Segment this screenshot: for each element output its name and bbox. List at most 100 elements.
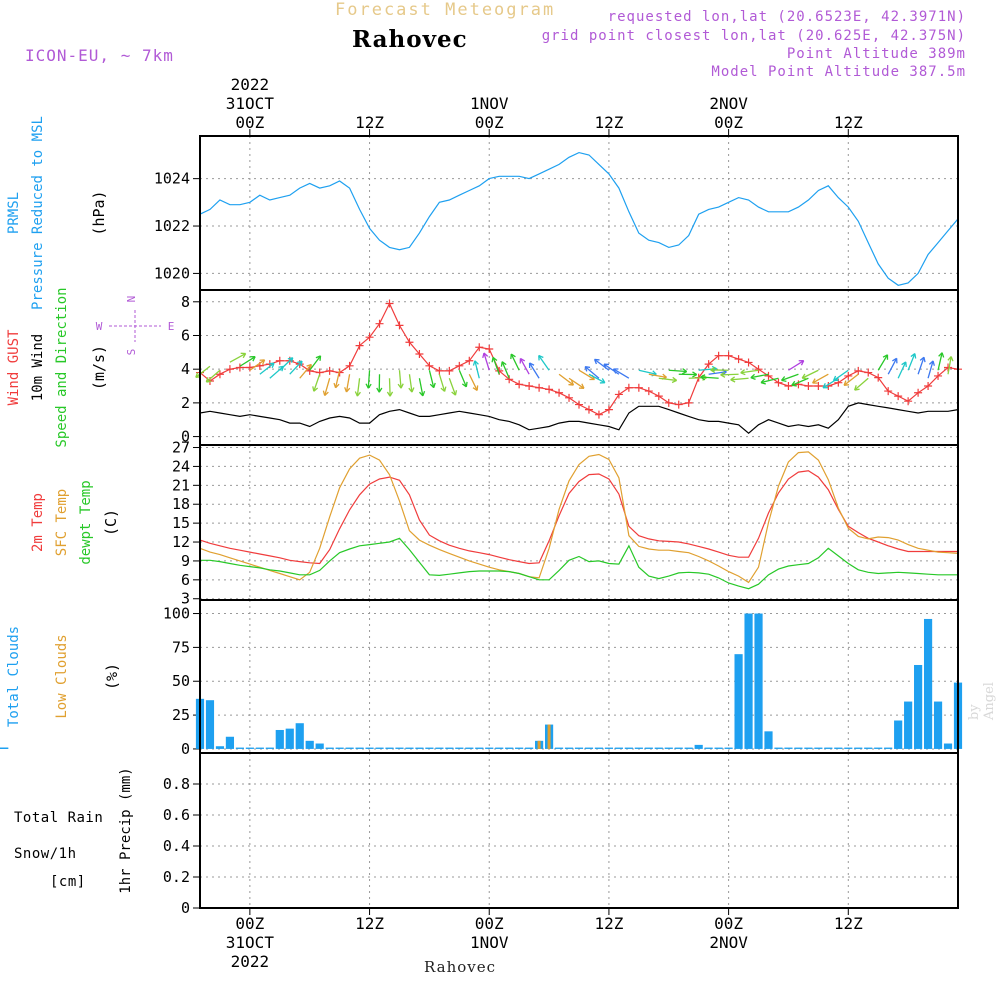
pressure-ytick-label: 1022 xyxy=(154,217,190,235)
gust-marker xyxy=(455,361,464,370)
wind-direction-arrow xyxy=(877,354,889,371)
gust-marker xyxy=(555,388,564,397)
temperature-ytick-label: 9 xyxy=(181,552,190,570)
wind-direction-arrow xyxy=(917,357,925,375)
gust-marker xyxy=(754,365,763,374)
wind-arrow-head xyxy=(892,357,898,364)
station-title: Rahovec xyxy=(352,26,468,53)
temperature-ytick-label: 6 xyxy=(181,571,190,589)
wind-arrow-head xyxy=(901,361,907,367)
wind-arrow-head xyxy=(730,376,736,383)
wind-direction-arrow xyxy=(501,361,510,379)
product-title: Forecast Meteogram xyxy=(335,0,556,20)
total-cloud-bar xyxy=(764,731,773,749)
wind-arrow-head xyxy=(397,383,404,389)
low-cloud-bar xyxy=(537,740,541,749)
wind-arrow-head xyxy=(500,361,507,367)
wind-arrow-head xyxy=(584,366,591,372)
precip-ytick-label: 0.6 xyxy=(163,806,190,824)
gust-marker xyxy=(345,361,354,370)
wind-arrow-head xyxy=(429,382,436,389)
top-time-label: 31OCT xyxy=(226,94,275,113)
wind-arrow-head xyxy=(386,391,394,397)
gust-marker xyxy=(225,365,234,374)
wind-arrow-head xyxy=(740,369,746,376)
temperature-ytick-label: 21 xyxy=(172,476,190,494)
wind-direction-arrow xyxy=(907,353,916,371)
total-cloud-bar xyxy=(844,747,853,749)
wind-arrow-head xyxy=(910,353,917,359)
wind-arrow-head xyxy=(700,374,706,381)
total-cloud-bar xyxy=(684,747,693,749)
top-time-label: 2NOV xyxy=(709,94,748,113)
wind-arrow-head xyxy=(593,358,600,365)
wind-arrow-head xyxy=(322,390,329,397)
total-cloud-bar xyxy=(285,728,294,749)
total-cloud-bar xyxy=(515,747,524,749)
total-cloud-bar xyxy=(235,747,244,749)
gust-marker xyxy=(275,356,284,365)
wind-direction-arrow xyxy=(474,360,480,379)
wind-arrow-head xyxy=(297,360,303,367)
clouds-ylabel: Low Clouds xyxy=(54,634,70,718)
gust-marker xyxy=(914,388,923,397)
wind-ylabel: Speed and Direction xyxy=(54,287,70,447)
precip-ytick-label: 0 xyxy=(181,899,190,917)
wind-direction-arrow xyxy=(418,378,424,397)
total-cloud-bar xyxy=(315,743,324,749)
wind-arrow-head xyxy=(510,353,516,360)
total-cloud-bar xyxy=(874,747,883,749)
total-cloud-bar xyxy=(205,700,215,749)
wind-direction-arrow xyxy=(483,352,490,371)
total-cloud-bar xyxy=(943,743,953,749)
wind-arrow-head xyxy=(538,354,544,361)
total-cloud-bar xyxy=(385,747,394,749)
gust-marker xyxy=(814,382,823,391)
top-time-label: 2022 xyxy=(231,75,270,94)
wind-direction-arrow xyxy=(613,368,630,379)
pressure-ytick-label: 1024 xyxy=(154,170,190,188)
total-cloud-bar xyxy=(425,747,434,749)
wind-ylabel: 10m Wind xyxy=(30,334,46,401)
precip-ytick-label: 0.8 xyxy=(163,775,190,793)
wind-direction-arrow xyxy=(897,361,907,379)
clouds-unit-label: (%) xyxy=(103,663,121,690)
wind-ytick-label: 8 xyxy=(181,293,190,311)
total-cloud-bar xyxy=(465,747,474,749)
top-time-label: 00Z xyxy=(475,113,504,132)
wind-direction-arrow xyxy=(468,373,478,391)
gust-marker xyxy=(235,363,244,372)
clouds-ytick-label: 100 xyxy=(163,605,190,623)
wind-direction-arrow xyxy=(720,373,739,376)
wind-direction-arrow xyxy=(529,362,540,379)
requested-point: requested lon,lat (20.6523E, 42.3971N) xyxy=(607,9,966,25)
compass-west: W xyxy=(96,320,103,333)
wind-arrow-head xyxy=(760,378,766,385)
wind-arrow-head xyxy=(843,380,850,386)
wind-direction-arrow xyxy=(289,360,303,375)
wind-direction-arrow xyxy=(313,374,321,392)
total-cloud-bar xyxy=(634,747,643,749)
wind-direction-arrow xyxy=(428,370,435,388)
total-cloud-bar xyxy=(475,747,484,749)
gust-marker xyxy=(215,370,224,379)
total-cloud-bar xyxy=(714,747,723,749)
wind-direction-arrow xyxy=(700,376,719,379)
bottom-time-label: 12Z xyxy=(355,914,384,933)
wind-arrow-head xyxy=(268,362,275,369)
wind-direction-arrow xyxy=(740,369,759,374)
total-cloud-bar xyxy=(255,747,264,749)
gust-marker xyxy=(375,319,384,328)
wind-arrow-head xyxy=(240,352,247,359)
wind-direction-arrow xyxy=(510,353,520,371)
gust-marker xyxy=(355,341,364,350)
wind-direction-arrow xyxy=(648,373,667,379)
gust-marker xyxy=(664,398,673,407)
temperature-ytick-label: 24 xyxy=(172,457,190,475)
clouds-ytick-label: 50 xyxy=(172,672,190,690)
total-cloud-bar xyxy=(744,613,753,749)
gust-marker xyxy=(894,392,903,401)
gust-marker xyxy=(415,350,424,359)
temperature-ytick-label: 27 xyxy=(172,439,190,457)
precip-ytick-label: 0.2 xyxy=(163,868,190,886)
